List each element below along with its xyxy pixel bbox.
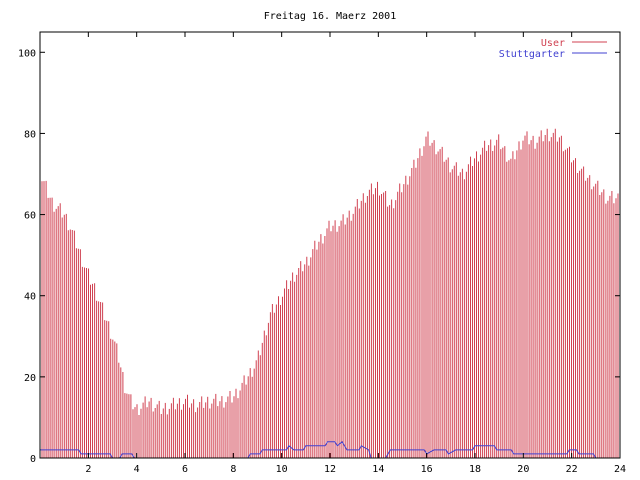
x-tick-label: 8 xyxy=(230,464,236,475)
x-tick-label: 24 xyxy=(614,464,626,475)
y-tick-label: 20 xyxy=(24,373,36,384)
x-tick-label: 22 xyxy=(566,464,578,475)
x-tick-label: 2 xyxy=(85,464,91,475)
y-tick-label: 0 xyxy=(30,454,36,465)
chart-title: Freitag 16. Maerz 2001 xyxy=(264,11,396,22)
x-tick-label: 18 xyxy=(469,464,481,475)
x-axis: 2 4 6 8 10 12 14 16 18 20 22 24 xyxy=(85,32,626,475)
legend-label-user: User xyxy=(541,38,565,49)
x-tick-label: 16 xyxy=(421,464,433,475)
legend-label-stuttgarter: Stuttgarter xyxy=(499,49,565,60)
x-tick-label: 6 xyxy=(182,464,188,475)
y-tick-label: 60 xyxy=(24,211,36,222)
user-series-bars xyxy=(39,128,621,458)
y-tick-label: 40 xyxy=(24,292,36,303)
legend: User Stuttgarter xyxy=(499,38,607,60)
x-tick-label: 14 xyxy=(372,464,384,475)
x-tick-label: 10 xyxy=(276,464,288,475)
x-tick-label: 20 xyxy=(517,464,529,475)
y-axis: 0 20 40 60 80 100 xyxy=(18,48,620,465)
y-tick-label: 100 xyxy=(18,48,36,59)
x-tick-label: 12 xyxy=(324,464,336,475)
y-tick-label: 80 xyxy=(24,129,36,140)
x-tick-label: 4 xyxy=(134,464,140,475)
